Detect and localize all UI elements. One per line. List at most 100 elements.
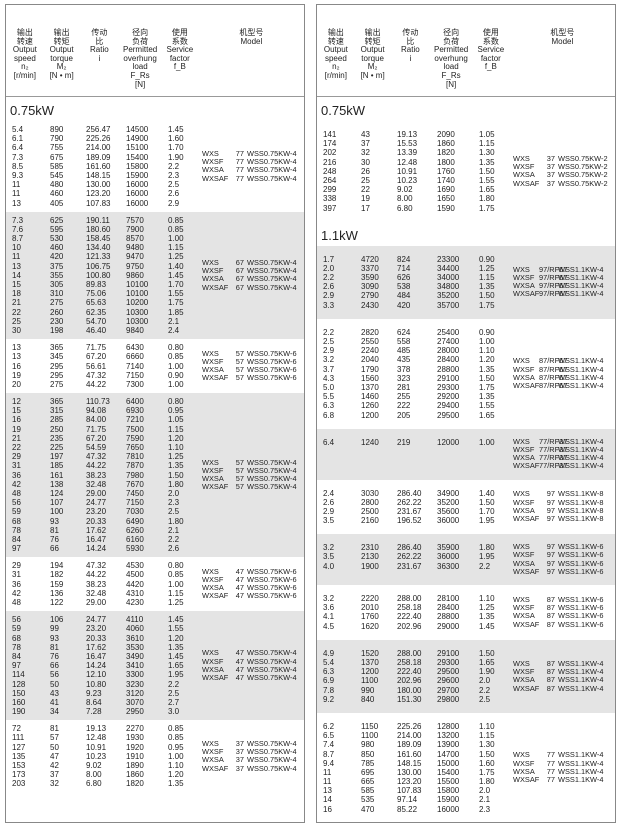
cell: 29.00 (86, 598, 107, 607)
header-text: 输出 (364, 28, 381, 37)
table-row: 13 365 71.75 6430 0.80 (6, 343, 200, 352)
row-group: 72 81 19.13 2270 0.85 111 57 12.48 1930 0.85 127 50… (6, 720, 304, 792)
cell: 48 (12, 598, 21, 607)
cell: 824 (397, 254, 411, 264)
model-code: WSS1.1KW-4 (558, 758, 604, 768)
table-row: 3.7 1790 378 28800 1.35 (317, 365, 511, 374)
cell: 13200 (437, 731, 460, 741)
cell: 262.22 (397, 552, 422, 562)
header-text: F_Rs (130, 70, 150, 80)
cell: 1.95 (168, 670, 184, 680)
cell: 7500 (126, 424, 144, 434)
table-row: 7.3 625 190.11 7570 0.85 (6, 216, 200, 225)
cell: 1370 (361, 658, 379, 667)
model-size: 57 (235, 356, 244, 366)
model-code: WSS0.75KW-4 (247, 482, 297, 492)
cell: 484 (397, 291, 411, 301)
model-code: WSS1.1KW-6 (558, 611, 604, 621)
cell: 260 (50, 307, 64, 317)
cell: 2820 (361, 327, 379, 337)
cell: 3370 (361, 263, 379, 273)
cell: 1.50 (479, 497, 495, 507)
cell: 1.25 (479, 263, 495, 273)
table-row: 160 41 8.64 3070 2.7 (6, 698, 200, 707)
model-row: WXSA 67 WSS0.75KW-4 (202, 275, 297, 283)
cell: 130.00 (397, 767, 422, 777)
cell: 15100 (126, 143, 149, 153)
model-code: WSS0.75KW-4 (247, 648, 297, 658)
header-text: 传动 (91, 28, 108, 37)
cell: 130.00 (86, 180, 111, 190)
table-header: 输出 转速 Output speed n₂ [r/min] 输出 转矩 Output torque… (317, 5, 615, 97)
cell: 2.3 (168, 498, 180, 508)
right-panel: 输出 转速 Output speed n₂ [r/min] 输出 转矩 Output torque… (316, 4, 616, 823)
model-type: WXSAF (202, 373, 229, 383)
model-code: WSS0.75KW-2 (558, 170, 608, 180)
header-column: 径向 负荷 Permitted overhung load F_Rs [N] (119, 28, 161, 96)
cell: 28100 (437, 594, 460, 604)
table-row: 127 50 10.91 1920 0.95 (6, 743, 200, 752)
model-row: WXSF 77 WSS0.75KW-4 (202, 157, 297, 166)
header-column: 输出 转速 Output speed n₂ [r/min] (317, 28, 355, 96)
header-text: Output (49, 45, 74, 55)
rows: 13 365 71.75 6430 0.80 13 345 67.20 6660 0.85 16 29… (6, 343, 200, 389)
cell: 2.6 (323, 497, 335, 507)
cell: 214.00 (397, 731, 422, 741)
header-text: 输出 (327, 28, 344, 37)
cell: 3490 (126, 651, 144, 661)
cell: 295 (50, 361, 64, 371)
cell: 111 (12, 733, 25, 743)
model-size: 47 (235, 648, 244, 658)
row-group: 6.2 1150 225.26 12800 1.10 6.5 1100 214.00 13200… (317, 713, 615, 822)
model-size: 37 (546, 153, 555, 163)
table-row: 16 295 56.61 7140 1.00 (6, 362, 200, 371)
cell: 1.80 (168, 516, 184, 526)
model-row: WXSA 87/RF57 WSS1.1KW-4 (513, 373, 603, 382)
header-text: Permitted (122, 45, 158, 55)
cell: 19.13 (397, 130, 418, 139)
cell: 32.48 (86, 588, 107, 598)
cell: 141 (323, 130, 337, 139)
cell: 790 (50, 134, 64, 144)
cell: 1860 (126, 770, 144, 780)
table-row: 2.2 3590 626 34000 1.15 (317, 273, 511, 282)
cell: 6.8 (323, 410, 335, 420)
cell: 3.2 (323, 594, 335, 604)
cell: 1.75 (168, 298, 184, 308)
header-text: [r/min] (324, 70, 347, 80)
cell: 161.60 (397, 749, 422, 759)
cell: 17 (361, 203, 370, 213)
cell: 29300 (437, 382, 460, 392)
cell: 3030 (361, 488, 379, 498)
model-type: WXSA (202, 755, 224, 765)
cell: 29500 (437, 410, 460, 420)
model-row: WXSA 97/RF57 WSS1.1KW-4 (513, 282, 603, 290)
model-size: 87 (546, 683, 555, 693)
cell: 585 (361, 786, 375, 796)
model-row: WXSAF 47 WSS0.75KW-6 (202, 592, 297, 600)
table-row: 16 470 85.22 16000 2.3 (317, 805, 511, 814)
model-row: WXS 47 WSS0.75KW-6 (202, 567, 297, 576)
cell: 6400 (126, 397, 144, 407)
cell: 99 (50, 624, 59, 634)
cell: 34900 (437, 488, 460, 498)
header-text: 传动 (402, 28, 419, 37)
models: WXS 37 WSS0.75KW-2 WXSF 37 WSS0.75KW-2 WXSA 37 W… (511, 130, 608, 213)
model-type: WXSAF (513, 178, 540, 188)
cell: 93 (50, 633, 59, 643)
table-row: 9.2 840 151.30 29800 2.5 (317, 695, 511, 704)
cell: 47.32 (86, 561, 107, 571)
model-size: 67 (235, 258, 244, 267)
cell: 24.77 (86, 615, 107, 625)
cell: 535 (361, 795, 375, 805)
table-row: 15 315 94.08 6930 0.95 (6, 406, 200, 415)
cell: 1.35 (168, 779, 184, 789)
table-row: 2.9 2790 484 35200 1.50 (317, 291, 511, 300)
cell: 1100 (361, 731, 379, 741)
header-text: M₂ (367, 62, 378, 72)
cell: 1.25 (479, 603, 495, 613)
model-code: WSS1.1KW-4 (558, 675, 604, 685)
cell: 11 (12, 252, 21, 262)
model-row: WXSF 47 WSS0.75KW-4 (202, 657, 297, 666)
model-size: 77/RF37 (539, 444, 568, 454)
